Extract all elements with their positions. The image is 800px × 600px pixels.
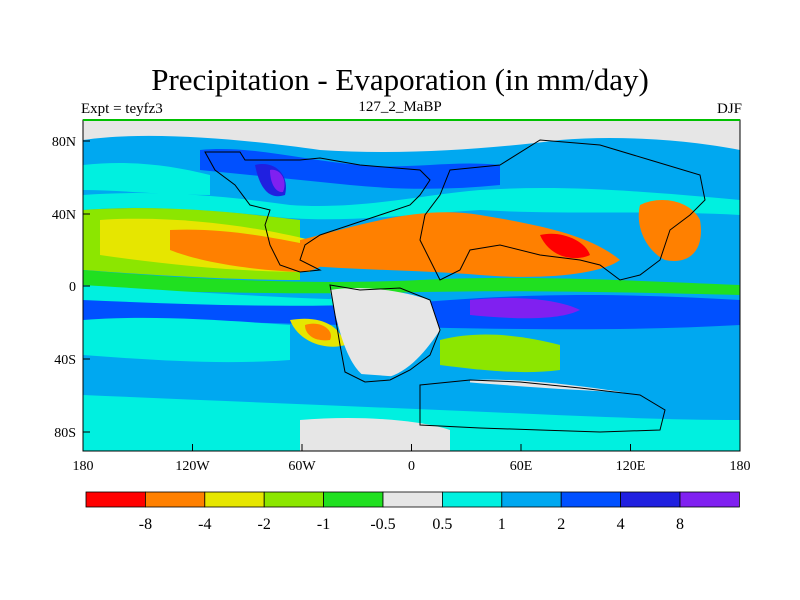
colorbar-swatch: [323, 491, 384, 508]
continent-outline-west: [204, 151, 431, 273]
colorbar-swatch: [85, 491, 146, 508]
arctic-neutral: [83, 120, 740, 152]
colorbar-swatch: [204, 491, 265, 508]
south-cyan-band: [83, 317, 290, 363]
y-tick-label: 40S: [54, 353, 76, 368]
continent-outline-east: [419, 139, 706, 281]
continent-outline-antarctic: [419, 379, 666, 433]
x-tick-label: 180: [730, 459, 751, 474]
x-tick-label: 0: [408, 459, 415, 474]
contour-field: [83, 120, 740, 451]
colorbar-label: 4: [617, 516, 625, 533]
map-title: Precipitation - Evaporation (in mm/day): [151, 62, 649, 97]
x-axis: 180 120W 60W 0 60E 120E 180: [73, 444, 751, 474]
colorbar-swatch: [441, 491, 503, 508]
colorbar-swatch: [263, 491, 325, 508]
colorbar-swatch: [382, 491, 443, 508]
x-tick-label: 60W: [288, 459, 316, 474]
colorbar-label: 2: [557, 516, 565, 533]
colorbar-swatch: [679, 491, 740, 508]
y-tick-label: 80S: [54, 426, 76, 441]
antarctic-neutral: [300, 418, 450, 451]
colorbar-label: 8: [676, 516, 684, 533]
subtitle-label: 127_2_MaBP: [358, 99, 442, 115]
colorbar: -8 -4 -2 -1 -0.5 0.5 1 2 4 8: [85, 491, 740, 533]
south-sky-band: [83, 360, 740, 420]
colorbar-label: 0.5: [432, 516, 452, 533]
south-orange-patch: [305, 323, 331, 341]
continental-dry-zone: [300, 212, 620, 277]
x-tick-label: 120W: [175, 459, 210, 474]
experiment-label: Expt = teyfz3: [81, 101, 163, 117]
colorbar-label: -4: [198, 516, 211, 533]
continent-outline-south: [329, 284, 441, 383]
equatorial-green: [83, 270, 740, 295]
colorbar-label: -0.5: [370, 516, 395, 533]
x-tick-label: 120E: [616, 459, 646, 474]
north-blue-belt: [200, 148, 500, 189]
colorbar-label: -8: [139, 516, 152, 533]
x-tick-label: 180: [73, 459, 94, 474]
colorbar-label: -1: [317, 516, 330, 533]
colorbar-swatch: [501, 491, 562, 508]
colorbar-label: 1: [498, 516, 506, 533]
colorbar-label: -2: [258, 516, 271, 533]
y-tick-label: 80N: [52, 135, 76, 150]
pacific-dry-zone: [170, 229, 329, 272]
colorbar-swatch: [620, 491, 681, 508]
season-label: DJF: [716, 101, 742, 117]
south-continent-b: [440, 334, 560, 373]
y-axis: 80N 40N 0 40S 80S: [52, 135, 90, 441]
colorbar-swatch: [144, 491, 206, 508]
colorbar-swatch: [560, 491, 622, 508]
y-tick-label: 40N: [52, 208, 76, 223]
south-continent-a: [330, 288, 440, 380]
strong-dry-patch: [540, 233, 590, 259]
x-tick-label: 60E: [510, 459, 533, 474]
itcz-purple: [470, 298, 580, 319]
north-purple-patch: [270, 169, 285, 193]
y-tick-label: 0: [69, 280, 76, 295]
north-pacific-cyan: [83, 163, 210, 195]
